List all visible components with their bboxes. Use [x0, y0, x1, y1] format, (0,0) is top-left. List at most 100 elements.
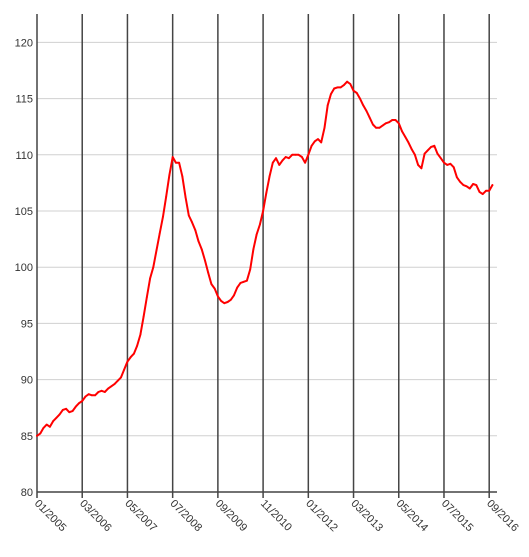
data-point	[252, 248, 255, 251]
x-tick-label: 05/2014	[394, 498, 431, 535]
data-point	[426, 149, 429, 152]
data-point	[423, 152, 426, 155]
data-point	[320, 141, 323, 144]
data-point	[229, 298, 232, 301]
y-tick-label: 115	[15, 94, 33, 106]
data-point	[45, 423, 48, 426]
data-point	[368, 116, 371, 119]
data-point	[207, 271, 210, 274]
data-point	[294, 153, 297, 156]
data-point	[352, 89, 355, 92]
data-point	[488, 189, 491, 192]
data-point	[87, 393, 90, 396]
data-point	[446, 164, 449, 166]
y-tick-label: 100	[15, 262, 33, 274]
data-point	[355, 92, 358, 94]
data-point	[336, 86, 339, 89]
data-point	[158, 232, 161, 235]
data-point	[175, 161, 177, 164]
data-point	[310, 144, 313, 147]
data-point	[372, 123, 374, 126]
data-point	[200, 248, 203, 251]
data-point	[197, 240, 200, 243]
horizontal-gridlines	[37, 41, 497, 437]
data-point	[233, 294, 235, 297]
data-point	[36, 434, 38, 437]
data-point	[468, 187, 471, 190]
data-point	[242, 280, 245, 283]
data-point	[343, 84, 345, 86]
data-point	[84, 395, 87, 398]
data-point	[346, 80, 348, 83]
data-point	[439, 157, 442, 160]
data-point	[430, 146, 432, 148]
data-point	[123, 368, 126, 371]
data-point	[323, 126, 326, 129]
data-point	[120, 376, 122, 379]
x-tick-label: 01/2005	[32, 498, 69, 535]
data-point	[55, 416, 58, 419]
x-tick-label: 07/2008	[168, 498, 205, 535]
data-point	[313, 140, 316, 143]
data-point	[365, 110, 368, 112]
data-point	[217, 295, 219, 298]
data-point	[145, 296, 148, 299]
data-point	[417, 164, 419, 166]
data-point	[301, 156, 303, 158]
data-point	[278, 164, 281, 166]
x-tick-label: 03/2013	[348, 498, 385, 535]
data-point	[91, 394, 93, 397]
data-point	[284, 156, 287, 158]
data-point	[68, 411, 71, 414]
data-point	[226, 301, 229, 303]
data-point	[100, 389, 103, 392]
data-point	[436, 152, 439, 155]
data-point	[391, 119, 394, 121]
data-point	[397, 122, 400, 125]
data-point	[268, 175, 271, 178]
series-layer	[36, 80, 494, 437]
y-tick-label: 105	[15, 206, 33, 218]
data-point	[297, 153, 300, 156]
y-tick-label: 90	[21, 375, 33, 387]
data-point	[191, 221, 193, 224]
data-point	[213, 287, 216, 290]
data-point	[220, 300, 223, 302]
data-point	[359, 97, 361, 100]
data-point	[78, 402, 80, 405]
data-point	[465, 185, 468, 188]
data-point	[126, 360, 129, 363]
data-point	[142, 315, 145, 318]
x-tick-label: 09/2009	[213, 498, 250, 535]
data-point	[155, 249, 158, 252]
data-point	[255, 233, 258, 236]
data-point	[178, 161, 181, 164]
data-point	[129, 356, 132, 358]
x-axis-tick-labels: 01/2005 03/2006 05/2007 07/2008 09/2009 11/20…	[32, 498, 521, 535]
y-tick-label: 110	[15, 150, 33, 162]
data-point	[404, 135, 407, 138]
data-point	[491, 184, 494, 187]
data-point	[171, 156, 174, 158]
data-point	[39, 432, 42, 435]
data-point	[472, 183, 474, 185]
x-tick-label: 05/2007	[122, 498, 159, 535]
data-point	[152, 266, 155, 269]
data-point	[184, 196, 187, 199]
data-point	[307, 153, 310, 156]
y-tick-label: 95	[21, 318, 33, 330]
data-point	[94, 394, 96, 397]
x-tick-label: 09/2016	[484, 498, 521, 535]
data-point	[42, 427, 45, 429]
data-point	[317, 138, 319, 141]
data-point	[110, 385, 113, 388]
data-point	[462, 184, 465, 187]
data-point	[265, 192, 268, 194]
data-point	[481, 193, 484, 196]
data-point	[281, 159, 284, 162]
data-point	[181, 175, 184, 178]
data-point	[97, 391, 100, 393]
data-point	[333, 87, 336, 90]
y-tick-label: 85	[21, 431, 33, 443]
